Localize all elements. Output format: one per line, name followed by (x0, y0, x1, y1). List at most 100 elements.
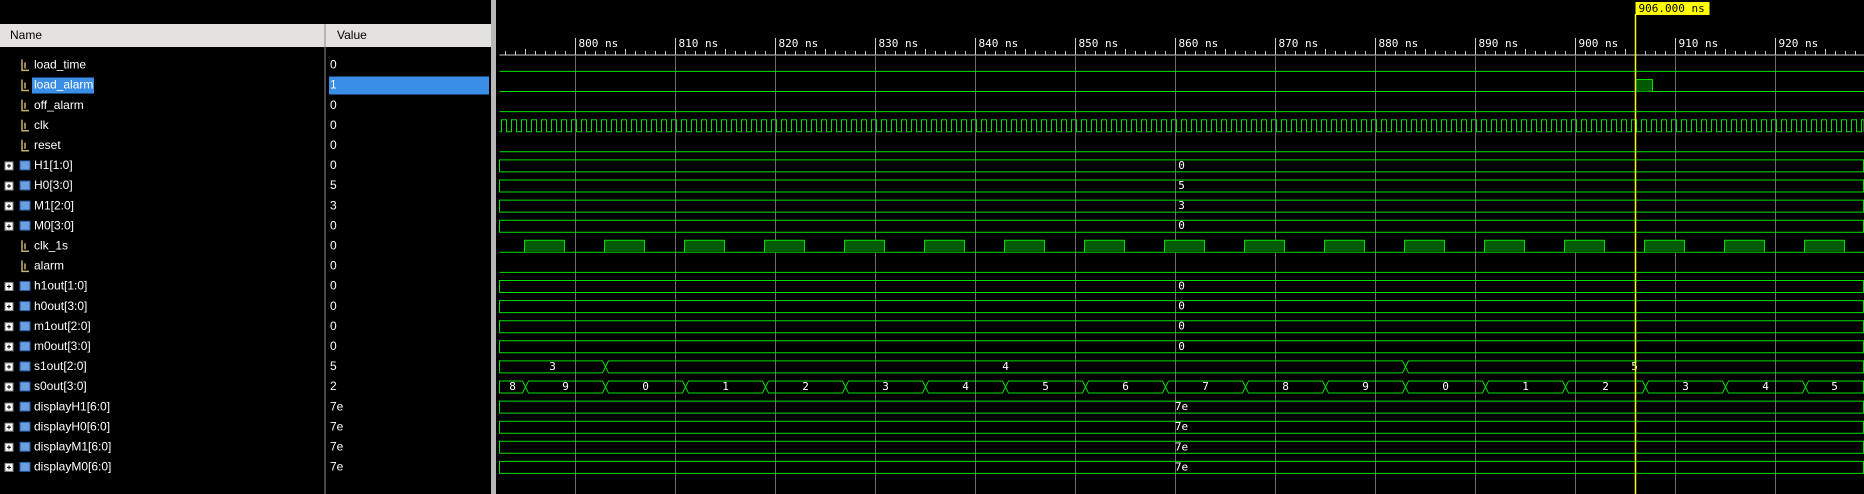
signal-value: 0 (330, 259, 337, 273)
signal-name[interactable]: M1[2:0] (34, 198, 74, 212)
bus-value: 8 (509, 380, 516, 393)
signal-name[interactable]: load_time (34, 58, 86, 72)
signal-name[interactable]: H0[3:0] (34, 178, 73, 192)
signal-value: 0 (330, 158, 337, 172)
signal-value: 0 (330, 138, 337, 152)
bus-icon (19, 321, 31, 332)
bus-icon (19, 301, 31, 312)
signal-name[interactable]: h1out[1:0] (34, 279, 87, 293)
high-pulse (1324, 239, 1365, 253)
value-highlight (329, 76, 489, 95)
signal-name[interactable]: load_alarm (34, 78, 93, 92)
bus-value: 4 (1002, 360, 1009, 373)
time-label: 830 ns (879, 37, 919, 50)
signal-name[interactable]: displayM1[6:0] (34, 439, 111, 453)
expand-plus (7, 385, 11, 389)
signal-name[interactable]: m1out[2:0] (34, 319, 91, 333)
bus-value: 9 (1362, 380, 1369, 393)
signal-name[interactable]: s0out[3:0] (34, 379, 87, 393)
expand-plus (7, 204, 11, 209)
bus-value: 4 (1762, 380, 1769, 393)
signal-name[interactable]: clk_1s (34, 238, 68, 252)
cursor-label: 906.000 ns (1639, 2, 1705, 15)
signal-value: 0 (330, 319, 337, 333)
signal-name[interactable]: displayM0[6:0] (34, 460, 111, 474)
column-header (0, 24, 491, 47)
high-pulse (684, 239, 725, 253)
name-highlight (32, 77, 94, 94)
high-pulse (524, 239, 565, 253)
bus-value: 3 (1682, 380, 1689, 393)
bus-value: 0 (1178, 320, 1185, 333)
expand-plus (7, 284, 11, 289)
signal-icon (21, 79, 29, 92)
expand-plus (7, 184, 11, 188)
expand-plus (7, 405, 11, 410)
bus-value: 1 (1522, 380, 1529, 393)
signal-value: 0 (330, 279, 337, 293)
bus-value: 5 (1631, 360, 1638, 373)
bus-value: 5 (1042, 380, 1049, 393)
signal-name[interactable]: M0[3:0] (34, 218, 74, 232)
bus-icon (19, 401, 31, 412)
bus-value: 2 (802, 380, 809, 393)
time-label: 870 ns (1279, 37, 1319, 50)
bus-icon (19, 220, 31, 231)
bus-icon (19, 341, 31, 352)
high-pulse (1404, 239, 1445, 253)
high-pulse (764, 239, 805, 253)
signal-name[interactable]: alarm (34, 259, 64, 273)
expand-plus (7, 163, 11, 168)
bus-icon (19, 160, 31, 171)
signal-name[interactable]: H1[1:0] (34, 158, 73, 172)
signal-value: 0 (330, 218, 337, 232)
time-label: 890 ns (1479, 37, 1519, 50)
time-label: 880 ns (1379, 37, 1419, 50)
high-pulse (1004, 239, 1045, 253)
signal-value: 0 (330, 339, 337, 353)
bus-value: 3 (549, 360, 556, 373)
signal-value: 7e (330, 439, 344, 453)
signal-name[interactable]: clk (34, 118, 50, 132)
value-header[interactable]: Value (337, 28, 367, 42)
bus-value: 4 (962, 380, 969, 393)
bus-value: 0 (1178, 300, 1185, 313)
time-label: 910 ns (1679, 37, 1719, 50)
signal-name[interactable]: s1out[2:0] (34, 359, 87, 373)
bus-value: 6 (1122, 380, 1129, 393)
signal-name[interactable]: m0out[3:0] (34, 339, 91, 353)
signal-value: 5 (330, 359, 337, 373)
bus-value: 8 (1282, 380, 1289, 393)
signal-name[interactable]: reset (34, 138, 61, 152)
bus-value: 1 (722, 380, 729, 393)
signal-value: 1 (330, 78, 337, 92)
expand-plus (7, 445, 11, 450)
expand-plus (7, 304, 11, 309)
bus-icon (19, 281, 31, 291)
signal-value: 0 (330, 58, 337, 72)
bus-value: 0 (1178, 159, 1185, 172)
high-pulse (1484, 239, 1525, 253)
bus-value: 5 (1178, 179, 1185, 192)
expand-plus (7, 465, 11, 470)
pane-divider (491, 0, 496, 494)
name-header[interactable]: Name (10, 28, 42, 42)
signal-name[interactable]: off_alarm (34, 98, 84, 112)
signal-value: 7e (330, 399, 344, 413)
time-label: 820 ns (779, 37, 819, 50)
high-pulse (844, 239, 885, 253)
bus-value: 0 (642, 380, 649, 393)
bus-value: 0 (1178, 219, 1185, 232)
expand-plus (7, 425, 11, 430)
bus-icon (19, 200, 31, 211)
signal-name[interactable]: displayH0[6:0] (34, 419, 110, 433)
bus-value: 7e (1175, 440, 1188, 453)
signal-value: 0 (330, 118, 337, 132)
bus-value: 7 (1202, 380, 1209, 393)
signal-name[interactable]: h0out[3:0] (34, 299, 87, 313)
bus-icon (19, 381, 31, 392)
signal-name[interactable]: displayH1[6:0] (34, 399, 110, 413)
bus-value: 0 (1178, 280, 1185, 293)
